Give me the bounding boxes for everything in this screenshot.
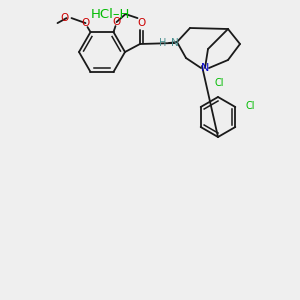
Text: HCl–H: HCl–H <box>90 8 130 22</box>
Text: O: O <box>60 13 68 23</box>
Text: N: N <box>171 38 179 48</box>
Text: O: O <box>137 18 145 28</box>
Text: O: O <box>81 18 90 28</box>
Text: N: N <box>201 63 209 73</box>
Text: Cl: Cl <box>214 78 224 88</box>
Text: H: H <box>159 38 166 48</box>
Text: O: O <box>112 17 121 27</box>
Text: Cl: Cl <box>245 101 255 111</box>
